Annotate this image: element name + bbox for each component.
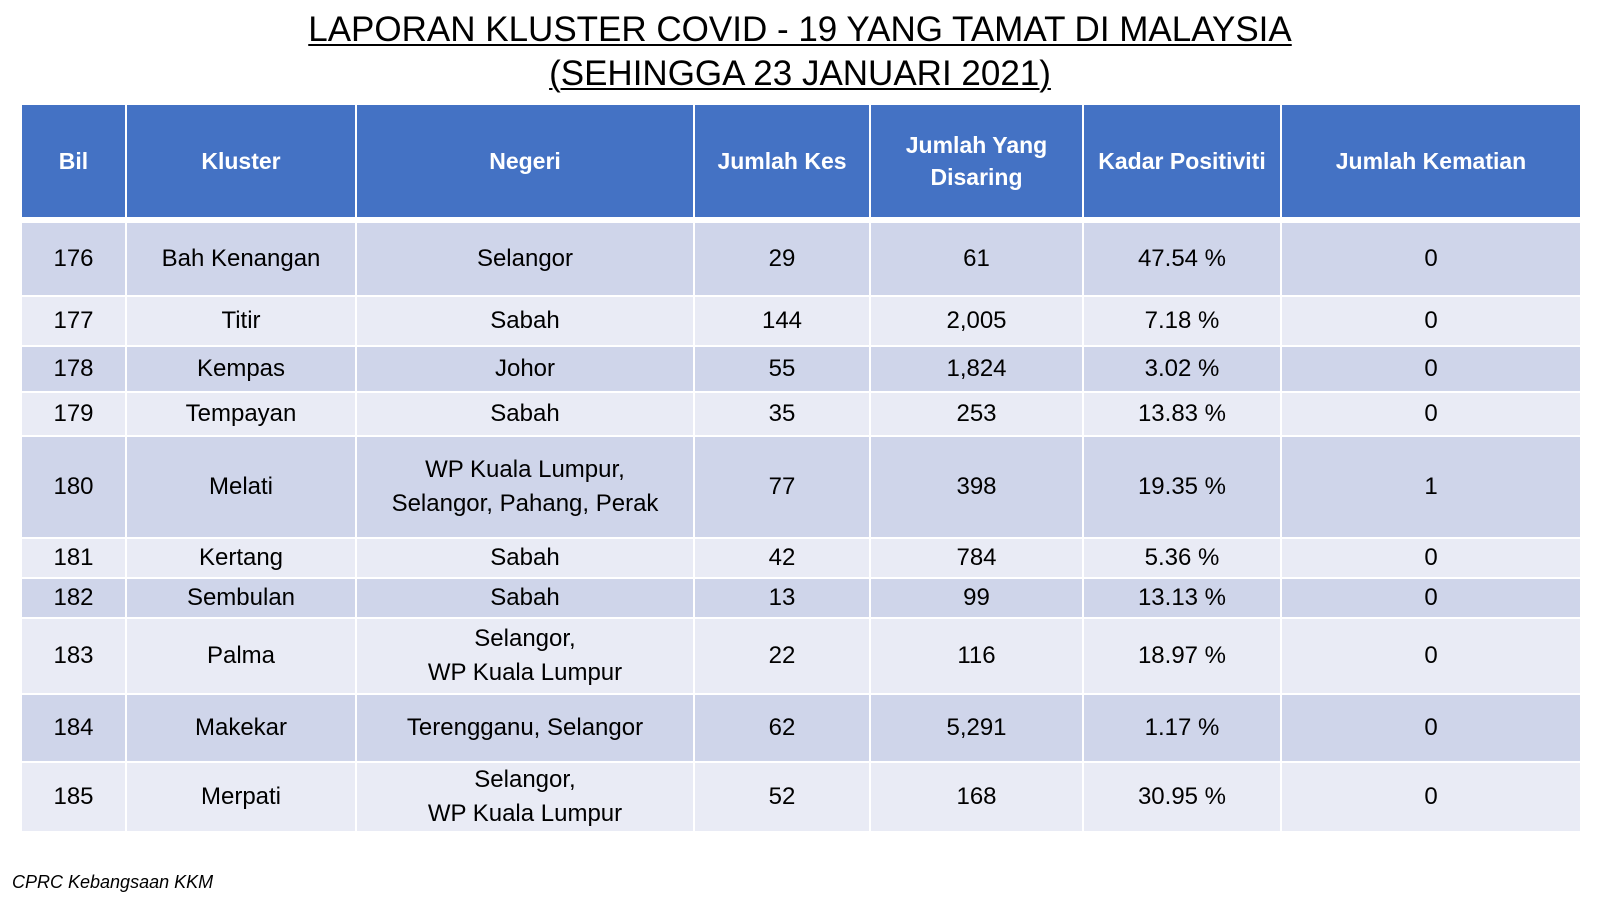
cell-jumlah-kes: 13 bbox=[693, 577, 871, 619]
cell-bil: 180 bbox=[20, 435, 127, 539]
table-row: 184 Makekar Terengganu, Selangor 62 5,29… bbox=[20, 693, 1582, 763]
cell-jumlah-kes: 144 bbox=[693, 295, 871, 347]
report-title: LAPORAN KLUSTER COVID - 19 YANG TAMAT DI… bbox=[0, 8, 1600, 96]
header-negeri: Negeri bbox=[355, 103, 695, 221]
cell-bil: 176 bbox=[20, 219, 127, 297]
cell-jumlah-disaring: 398 bbox=[869, 435, 1084, 539]
cell-kadar-positiviti: 13.13 % bbox=[1082, 577, 1282, 619]
cell-kluster: Titir bbox=[125, 295, 357, 347]
cell-negeri: Sabah bbox=[355, 295, 695, 347]
cell-jumlah-kes: 52 bbox=[693, 761, 871, 833]
cell-kadar-positiviti: 19.35 % bbox=[1082, 435, 1282, 539]
table-row: 181 Kertang Sabah 42 784 5.36 % 0 bbox=[20, 537, 1582, 579]
cell-jumlah-kes: 35 bbox=[693, 391, 871, 437]
cell-jumlah-kes: 55 bbox=[693, 345, 871, 393]
cell-jumlah-kematian: 0 bbox=[1280, 761, 1582, 833]
header-jumlah-kes: Jumlah Kes bbox=[693, 103, 871, 221]
title-line-1: LAPORAN KLUSTER COVID - 19 YANG TAMAT DI… bbox=[308, 10, 1292, 49]
cell-jumlah-kes: 77 bbox=[693, 435, 871, 539]
source-credit: CPRC Kebangsaan KKM bbox=[12, 872, 214, 892]
cell-jumlah-kematian: 0 bbox=[1280, 537, 1582, 579]
cell-jumlah-kes: 42 bbox=[693, 537, 871, 579]
cell-negeri: Selangor, WP Kuala Lumpur bbox=[355, 761, 695, 833]
cell-negeri: Johor bbox=[355, 345, 695, 393]
cell-jumlah-kematian: 0 bbox=[1280, 345, 1582, 393]
cell-kluster: Sembulan bbox=[125, 577, 357, 619]
cell-kadar-positiviti: 18.97 % bbox=[1082, 617, 1282, 695]
table-row: 182 Sembulan Sabah 13 99 13.13 % 0 bbox=[20, 577, 1582, 619]
cluster-table: Bil Kluster Negeri Jumlah Kes Jumlah Yan… bbox=[20, 103, 1582, 833]
cell-bil: 178 bbox=[20, 345, 127, 393]
cell-negeri: Sabah bbox=[355, 577, 695, 619]
cell-kadar-positiviti: 7.18 % bbox=[1082, 295, 1282, 347]
cell-kluster: Kertang bbox=[125, 537, 357, 579]
cell-jumlah-kematian: 0 bbox=[1280, 391, 1582, 437]
cell-negeri: Terengganu, Selangor bbox=[355, 693, 695, 763]
cell-negeri: Selangor, WP Kuala Lumpur bbox=[355, 617, 695, 695]
cell-kadar-positiviti: 1.17 % bbox=[1082, 693, 1282, 763]
cell-jumlah-disaring: 5,291 bbox=[869, 693, 1084, 763]
cell-jumlah-disaring: 2,005 bbox=[869, 295, 1084, 347]
cell-jumlah-kes: 22 bbox=[693, 617, 871, 695]
cell-kadar-positiviti: 5.36 % bbox=[1082, 537, 1282, 579]
cell-bil: 181 bbox=[20, 537, 127, 579]
cell-jumlah-disaring: 61 bbox=[869, 219, 1084, 297]
cell-kadar-positiviti: 47.54 % bbox=[1082, 219, 1282, 297]
cell-jumlah-kes: 62 bbox=[693, 693, 871, 763]
cell-negeri: Selangor bbox=[355, 219, 695, 297]
table-row: 185 Merpati Selangor, WP Kuala Lumpur 52… bbox=[20, 761, 1582, 833]
cell-jumlah-disaring: 168 bbox=[869, 761, 1084, 833]
table-row: 183 Palma Selangor, WP Kuala Lumpur 22 1… bbox=[20, 617, 1582, 695]
cell-kadar-positiviti: 3.02 % bbox=[1082, 345, 1282, 393]
table-row: 178 Kempas Johor 55 1,824 3.02 % 0 bbox=[20, 345, 1582, 393]
cell-jumlah-kematian: 0 bbox=[1280, 693, 1582, 763]
table-row: 179 Tempayan Sabah 35 253 13.83 % 0 bbox=[20, 391, 1582, 437]
cell-bil: 185 bbox=[20, 761, 127, 833]
cell-jumlah-kematian: 0 bbox=[1280, 295, 1582, 347]
cell-jumlah-kematian: 0 bbox=[1280, 617, 1582, 695]
table-row: 177 Titir Sabah 144 2,005 7.18 % 0 bbox=[20, 295, 1582, 347]
cell-jumlah-disaring: 784 bbox=[869, 537, 1084, 579]
header-kluster: Kluster bbox=[125, 103, 357, 221]
header-jumlah-disaring: Jumlah Yang Disaring bbox=[869, 103, 1084, 221]
cell-jumlah-disaring: 1,824 bbox=[869, 345, 1084, 393]
cell-kluster: Merpati bbox=[125, 761, 357, 833]
cell-jumlah-kes: 29 bbox=[693, 219, 871, 297]
cell-kluster: Kempas bbox=[125, 345, 357, 393]
cell-bil: 179 bbox=[20, 391, 127, 437]
cell-kluster: Melati bbox=[125, 435, 357, 539]
cell-negeri: Sabah bbox=[355, 537, 695, 579]
cell-kluster: Tempayan bbox=[125, 391, 357, 437]
cell-negeri: WP Kuala Lumpur, Selangor, Pahang, Perak bbox=[355, 435, 695, 539]
cell-negeri: Sabah bbox=[355, 391, 695, 437]
title-line-2: (SEHINGGA 23 JANUARI 2021) bbox=[549, 54, 1051, 93]
cell-jumlah-disaring: 253 bbox=[869, 391, 1084, 437]
cell-kluster: Palma bbox=[125, 617, 357, 695]
table-header-row: Bil Kluster Negeri Jumlah Kes Jumlah Yan… bbox=[20, 103, 1582, 221]
cell-bil: 184 bbox=[20, 693, 127, 763]
cell-jumlah-kematian: 1 bbox=[1280, 435, 1582, 539]
cell-jumlah-kematian: 0 bbox=[1280, 577, 1582, 619]
cell-jumlah-disaring: 116 bbox=[869, 617, 1084, 695]
cell-bil: 177 bbox=[20, 295, 127, 347]
table-row: 180 Melati WP Kuala Lumpur, Selangor, Pa… bbox=[20, 435, 1582, 539]
cell-kluster: Bah Kenangan bbox=[125, 219, 357, 297]
header-kadar-positiviti: Kadar Positiviti bbox=[1082, 103, 1282, 221]
cell-jumlah-kematian: 0 bbox=[1280, 219, 1582, 297]
cell-kadar-positiviti: 30.95 % bbox=[1082, 761, 1282, 833]
header-bil: Bil bbox=[20, 103, 127, 221]
cell-bil: 183 bbox=[20, 617, 127, 695]
table-row: 176 Bah Kenangan Selangor 29 61 47.54 % … bbox=[20, 219, 1582, 297]
cell-kadar-positiviti: 13.83 % bbox=[1082, 391, 1282, 437]
header-jumlah-kematian: Jumlah Kematian bbox=[1280, 103, 1582, 221]
cell-jumlah-disaring: 99 bbox=[869, 577, 1084, 619]
cell-kluster: Makekar bbox=[125, 693, 357, 763]
cell-bil: 182 bbox=[20, 577, 127, 619]
